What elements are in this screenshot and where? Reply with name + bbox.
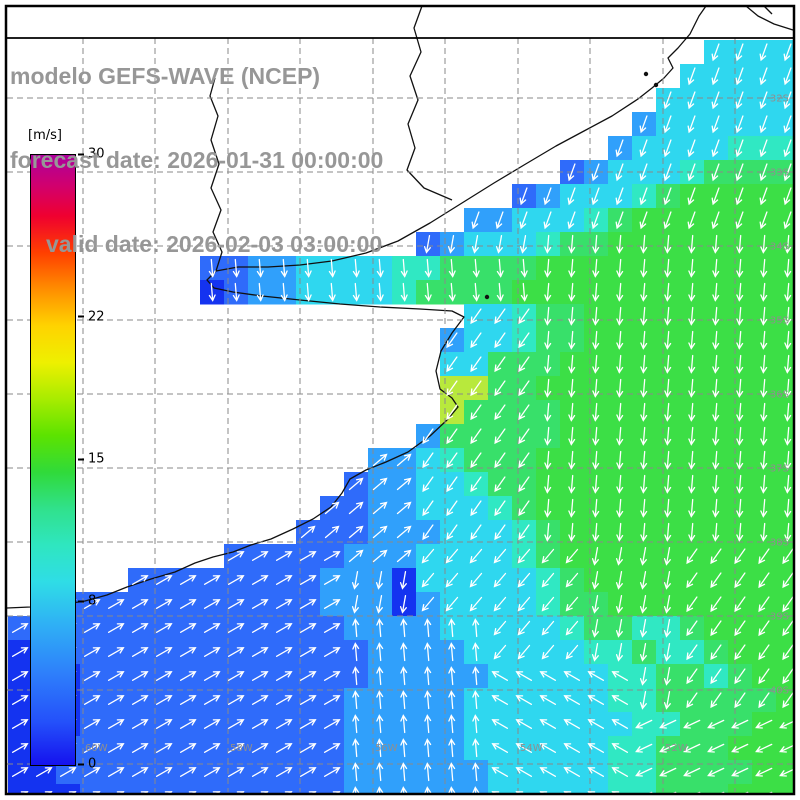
lon-label: 52W <box>665 743 688 754</box>
valid-date: valid date: 2026-02-03 03:00:00 <box>46 231 383 257</box>
model-title: modelo GEFS-WAVE (NCEP) <box>10 63 321 89</box>
colorbar-tick-label: 15 <box>88 451 105 467</box>
forecast-date: forecast date: 2026-01-31 00:00:00 <box>10 147 384 173</box>
lat-label: 37S <box>770 464 789 475</box>
colorbar-tick: 30 <box>78 147 105 162</box>
colorbar-unit-label: [m/s] <box>28 128 62 143</box>
lon-label: 56W <box>375 743 398 754</box>
coastline <box>6 5 794 609</box>
lon-label: 60W <box>85 743 108 754</box>
colorbar-tick: 22 <box>78 309 105 324</box>
colorbar-tick-label: 30 <box>88 146 105 162</box>
colorbar: [m/s] 30 22 15 8 0 <box>28 128 148 788</box>
colorbar-tick: 0 <box>78 757 96 772</box>
lat-label: 34S <box>770 242 789 253</box>
lon-label: 54W <box>520 743 543 754</box>
colorbar-tick: 15 <box>78 452 105 467</box>
lat-label: 36S <box>770 390 789 401</box>
colorbar-tick: 8 <box>78 594 96 609</box>
lat-label: 33S <box>770 168 789 179</box>
lon-label: 58W <box>230 743 253 754</box>
lat-label: 40S <box>770 686 789 697</box>
colorbar-tick-label: 8 <box>88 593 97 609</box>
colorbar-gradient <box>30 154 76 766</box>
title-block: modelo GEFS-WAVE (NCEP) forecast date: 2… <box>10 6 383 314</box>
lat-label: 39S <box>770 612 789 623</box>
colorbar-tick-label: 0 <box>88 756 97 772</box>
axis-labels: 32S 33S 34S 35S 36S 37S 38S 39S 40S 60W 58W 56W 54W 5… <box>85 94 789 755</box>
lat-label: 32S <box>770 94 789 105</box>
lat-label: 38S <box>770 538 789 549</box>
lat-label: 35S <box>770 316 789 327</box>
colorbar-tick-label: 22 <box>88 309 105 325</box>
map-frame <box>4 4 796 796</box>
latlon-grid <box>7 38 793 792</box>
